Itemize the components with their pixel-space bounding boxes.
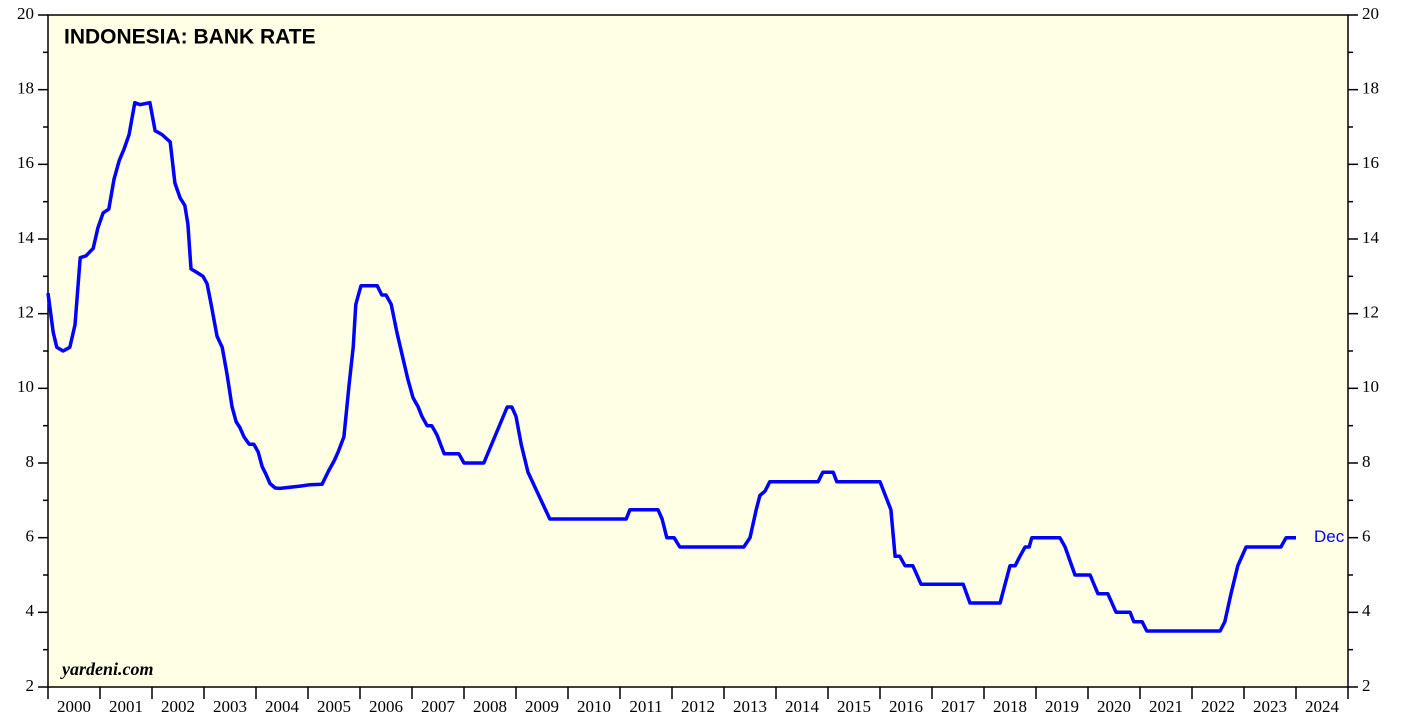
- y2-tick-label: 14: [1362, 228, 1380, 247]
- y-tick-label: 4: [26, 601, 35, 620]
- y-tick-label: 8: [26, 452, 35, 471]
- x-tick-label: 2021: [1149, 697, 1183, 716]
- source-label: yardeni.com: [60, 659, 154, 679]
- x-tick-label: 2018: [993, 697, 1027, 716]
- x-tick-label: 2010: [577, 697, 611, 716]
- y2-tick-label: 20: [1362, 4, 1379, 23]
- x-tick-label: 2024: [1305, 697, 1340, 716]
- x-tick-label: 2011: [629, 697, 662, 716]
- x-tick-label: 2009: [525, 697, 559, 716]
- x-tick-label: 2016: [889, 697, 923, 716]
- x-tick-label: 2003: [213, 697, 247, 716]
- end-label: Dec: [1314, 527, 1345, 546]
- y-tick-label: 12: [17, 303, 34, 322]
- x-tick-label: 2000: [57, 697, 91, 716]
- x-tick-label: 2002: [161, 697, 195, 716]
- y2-tick-label: 8: [1362, 452, 1371, 471]
- y2-tick-label: 6: [1362, 527, 1371, 546]
- x-tick-label: 2001: [109, 697, 143, 716]
- x-tick-label: 2019: [1045, 697, 1079, 716]
- y-tick-label: 20: [17, 4, 34, 23]
- y2-tick-label: 4: [1362, 601, 1371, 620]
- x-tick-label: 2007: [421, 697, 456, 716]
- x-tick-label: 2023: [1253, 697, 1287, 716]
- x-tick-label: 2006: [369, 697, 403, 716]
- x-tick-label: 2020: [1097, 697, 1131, 716]
- y-tick-label: 14: [17, 228, 35, 247]
- y-tick-label: 6: [26, 527, 35, 546]
- x-tick-label: 2014: [785, 697, 820, 716]
- y-tick-label: 2: [26, 676, 35, 695]
- y-tick-label: 10: [17, 377, 34, 396]
- x-tick-label: 2015: [837, 697, 871, 716]
- x-tick-label: 2004: [265, 697, 300, 716]
- x-tick-label: 2022: [1201, 697, 1235, 716]
- data-line: [46, 100, 1296, 633]
- y2-tick-label: 2: [1362, 676, 1371, 695]
- y-tick-label: 16: [17, 153, 34, 172]
- y-tick-label: 18: [17, 79, 34, 98]
- y2-tick-label: 18: [1362, 79, 1379, 98]
- x-tick-label: 2005: [317, 697, 351, 716]
- x-tick-label: 2008: [473, 697, 507, 716]
- y2-tick-label: 10: [1362, 377, 1379, 396]
- chart-title: INDONESIA: BANK RATE: [64, 26, 316, 49]
- y2-tick-label: 12: [1362, 303, 1379, 322]
- x-tick-label: 2013: [733, 697, 767, 716]
- plot-area: [47, 14, 1349, 688]
- x-tick-label: 2017: [941, 697, 976, 716]
- y2-tick-label: 16: [1362, 153, 1379, 172]
- x-tick-label: 2012: [681, 697, 715, 716]
